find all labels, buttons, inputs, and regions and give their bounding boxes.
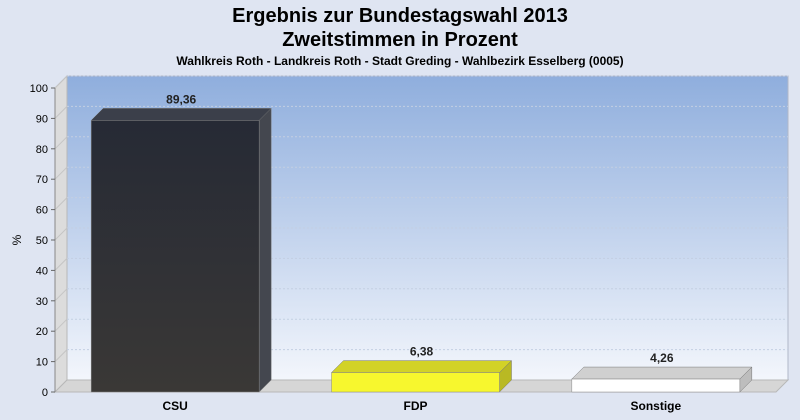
- y-tick-label: 80: [36, 144, 48, 156]
- x-tick-label-sonstige: Sonstige: [630, 399, 681, 413]
- chart-title-line-2: Zweitstimmen in Prozent: [282, 29, 518, 51]
- y-tick-label: 10: [36, 357, 48, 369]
- bar-csu: [90, 107, 272, 393]
- gridline-side: [54, 318, 68, 332]
- gridline-side: [54, 197, 68, 210]
- gridline-side: [54, 166, 68, 180]
- y-tick-label: 70: [36, 174, 48, 186]
- y-tick-label: 30: [36, 296, 48, 308]
- gridline-side: [54, 227, 68, 241]
- gridline-side: [54, 106, 68, 119]
- y-tick-label: 60: [36, 205, 48, 217]
- bar-front-face: [331, 372, 500, 393]
- data-label-fdp: 6,38: [410, 345, 434, 359]
- gridline-side: [54, 349, 68, 362]
- y-tick-label: 50: [36, 235, 48, 247]
- gridline-side: [54, 288, 68, 302]
- bar-front-face: [90, 120, 260, 393]
- x-tick-label-csu: CSU: [162, 399, 187, 413]
- chart-title: Ergebnis zur Bundestagswahl 2013: [232, 5, 568, 27]
- gridline-side: [54, 136, 68, 150]
- gridline-side: [54, 258, 68, 271]
- y-tick-label: 0: [42, 387, 48, 399]
- bar-fdp: [330, 360, 513, 393]
- x-axis: CSU FDP Sonstige: [162, 399, 681, 413]
- y-tick-label: 100: [30, 83, 48, 95]
- bar-top-face: [330, 360, 513, 373]
- bar-side-face: [258, 107, 272, 393]
- bar-top-face: [90, 108, 272, 121]
- y-axis: 0 10 20 30 40 50 60 70 80 90 100%: [10, 83, 56, 399]
- data-label-sonstige: 4,26: [650, 351, 674, 365]
- y-tick-label: 90: [36, 113, 48, 125]
- data-label-csu: 89,36: [166, 92, 196, 106]
- bar-sonstige: [571, 366, 753, 393]
- bar-top-face: [571, 366, 753, 380]
- x-tick-label-fdp: FDP: [404, 399, 428, 413]
- y-tick-label: 20: [36, 326, 48, 338]
- bars: 89,36 6,38 4,26: [90, 92, 753, 393]
- y-tick-label: 40: [36, 265, 48, 277]
- bar-front-face: [571, 378, 741, 393]
- chart-subtitle: Wahlkreis Roth - Landkreis Roth - Stadt …: [176, 54, 624, 68]
- y-axis-label: %: [10, 234, 24, 245]
- gridline-side: [54, 75, 68, 89]
